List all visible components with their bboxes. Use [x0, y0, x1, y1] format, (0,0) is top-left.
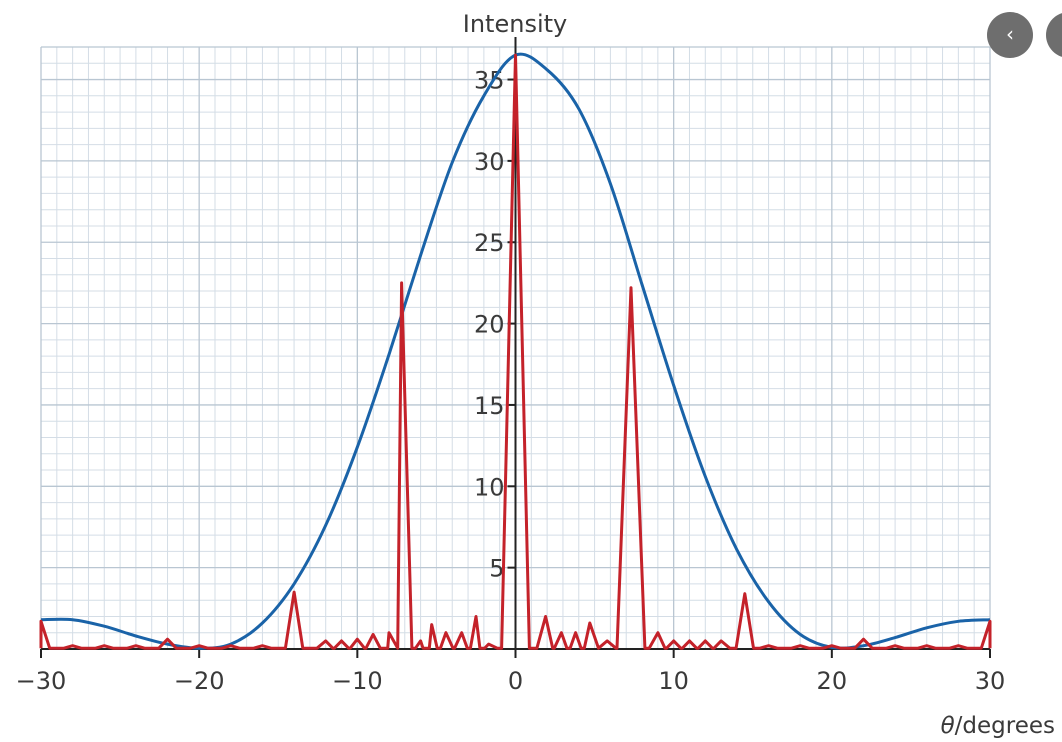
x-tick-label: 0 — [508, 667, 523, 695]
axis-labels: Intensity θ/degrees — [463, 10, 1055, 739]
x-axis-unit: /degrees — [955, 713, 1055, 739]
y-tick-label: 30 — [474, 148, 505, 176]
x-tick-label: −20 — [174, 667, 225, 695]
y-tick-label: 10 — [474, 473, 505, 501]
x-axis-label: θ/degrees — [941, 713, 1055, 739]
back-button[interactable]: ‹ — [987, 12, 1033, 58]
chevron-left-icon: ‹ — [1006, 22, 1014, 46]
y-tick-label: 20 — [474, 311, 505, 339]
y-tick-label: 5 — [489, 555, 504, 583]
next-button[interactable] — [1046, 12, 1062, 58]
x-tick-label: 10 — [658, 667, 689, 695]
x-tick-label: −30 — [16, 667, 67, 695]
y-axis-label: Intensity — [463, 10, 567, 38]
series-pattern-line — [39, 53, 992, 650]
y-tick-label: 15 — [474, 392, 505, 420]
x-tick-label: 30 — [975, 667, 1006, 695]
series-layer — [39, 52, 992, 650]
x-tick-label: 20 — [817, 667, 848, 695]
x-axis-symbol: θ — [941, 713, 955, 739]
y-tick-label: 25 — [474, 229, 505, 257]
x-tick-label: −10 — [332, 667, 383, 695]
